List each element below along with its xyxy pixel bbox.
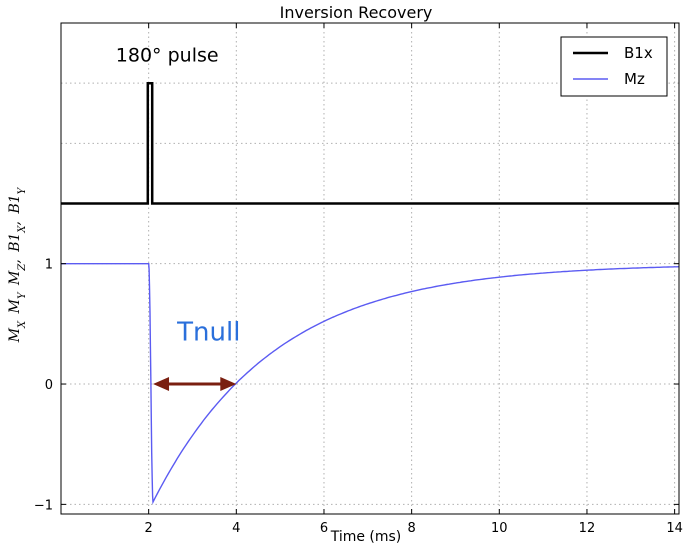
y-tick-label: 0 [45, 378, 53, 393]
annotation-layer: 180° pulse Tnull [116, 45, 240, 392]
y-axis: −1 0 1 [34, 258, 679, 513]
grid [61, 23, 679, 514]
tnull-arrow-head-right [220, 377, 237, 392]
x-tick-label: 2 [145, 521, 153, 536]
x-axis-title: Time (ms) [330, 529, 402, 545]
legend-box [560, 36, 668, 97]
y-tick-label: 1 [45, 258, 53, 273]
x-tick-label: 12 [579, 521, 596, 536]
y-axis-title-mx: M [7, 327, 23, 343]
plot-frame [60, 22, 680, 515]
tnull-annotation: Tnull [176, 318, 240, 348]
y-axis-title: MX MY MZ, B1X, B1Y [7, 186, 28, 343]
series-b1x-line [61, 81, 679, 205]
x-tick-label: 4 [232, 521, 240, 536]
chart-title: Inversion Recovery [280, 3, 433, 22]
series-layer [61, 81, 680, 505]
legend-label-b1x: B1x [624, 44, 653, 62]
x-axis: 2 4 6 8 10 12 14 [145, 23, 683, 536]
y-tick-label: −1 [34, 498, 53, 513]
x-tick-label: 8 [407, 521, 415, 536]
x-tick-label: 6 [320, 521, 328, 536]
pulse-annotation: 180° pulse [116, 45, 219, 67]
legend: B1x Mz [560, 36, 668, 97]
series-mz-line [61, 263, 680, 505]
legend-label-mz: Mz [624, 70, 645, 88]
x-tick-label: 14 [666, 521, 683, 536]
tnull-arrow-head-left [153, 377, 170, 392]
x-tick-label: 10 [491, 521, 508, 536]
